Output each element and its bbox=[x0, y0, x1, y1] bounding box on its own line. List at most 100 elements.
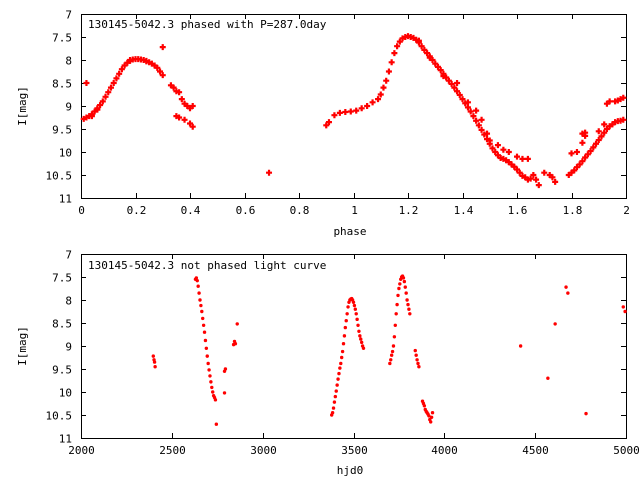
data-point bbox=[205, 354, 209, 358]
data-point bbox=[494, 142, 501, 149]
data-point bbox=[339, 361, 343, 366]
data-point bbox=[189, 123, 196, 130]
data-point bbox=[355, 317, 359, 322]
data-point bbox=[118, 66, 125, 73]
data-point bbox=[489, 145, 496, 152]
data-point bbox=[335, 383, 339, 387]
data-point bbox=[430, 411, 435, 415]
data-point bbox=[533, 176, 540, 183]
data-point bbox=[339, 355, 344, 360]
data-point bbox=[222, 391, 227, 395]
data-point bbox=[448, 80, 455, 87]
data-point bbox=[429, 415, 434, 419]
x-ticks: 0 0.2 0.4 0.6 0.8 1 1.2 1.4 1.6 1.8 2 bbox=[78, 14, 630, 217]
data-point bbox=[344, 319, 348, 323]
data-point bbox=[88, 113, 95, 120]
data-point bbox=[343, 325, 348, 330]
data-point bbox=[478, 116, 485, 123]
data-point bbox=[351, 300, 356, 304]
data-point bbox=[345, 312, 349, 316]
x-tick-label: 5000 bbox=[613, 444, 640, 457]
data-point bbox=[395, 302, 399, 307]
data-point bbox=[347, 108, 354, 115]
data-point bbox=[369, 99, 376, 106]
y-tick-label: 8.5 bbox=[52, 78, 72, 91]
data-point bbox=[176, 114, 183, 121]
data-point bbox=[524, 155, 531, 162]
data-point bbox=[484, 130, 491, 137]
data-point bbox=[198, 298, 202, 302]
data-point bbox=[426, 54, 433, 61]
data-point bbox=[621, 305, 625, 309]
x-tick-label: 0 bbox=[78, 204, 85, 217]
data-point bbox=[340, 349, 345, 354]
x-tick-label: 0.2 bbox=[127, 204, 147, 217]
data-point bbox=[388, 59, 395, 66]
data-point bbox=[552, 178, 559, 185]
data-point bbox=[201, 323, 206, 327]
data-point bbox=[429, 420, 433, 424]
data-point bbox=[427, 414, 431, 418]
y-tick-label: 7.5 bbox=[52, 272, 72, 285]
data-point bbox=[584, 151, 591, 158]
data-point bbox=[195, 278, 199, 283]
data-point bbox=[375, 96, 382, 103]
data-point bbox=[154, 64, 161, 71]
y-tick-label: 10.5 bbox=[46, 170, 73, 183]
data-point bbox=[456, 91, 463, 98]
x-tick-label: 1.8 bbox=[563, 204, 583, 217]
data-points bbox=[151, 274, 627, 426]
data-point bbox=[113, 75, 120, 82]
data-point bbox=[385, 68, 392, 75]
y-tick-label: 11 bbox=[59, 193, 72, 206]
data-point bbox=[200, 309, 204, 314]
data-point bbox=[330, 411, 335, 415]
data-point bbox=[331, 112, 338, 119]
data-point bbox=[417, 365, 421, 369]
data-point bbox=[394, 43, 401, 50]
data-point bbox=[202, 330, 207, 334]
data-point bbox=[105, 89, 112, 96]
data-point bbox=[204, 346, 209, 350]
x-tick-label: 3500 bbox=[341, 444, 368, 457]
y-tick-label: 11 bbox=[59, 433, 72, 446]
x-axis-label: hjd0 bbox=[337, 464, 364, 477]
data-point bbox=[514, 153, 520, 160]
data-point bbox=[214, 422, 219, 426]
data-point bbox=[333, 394, 338, 399]
data-point bbox=[394, 312, 398, 316]
data-point bbox=[389, 358, 393, 362]
data-point bbox=[110, 80, 117, 86]
data-point bbox=[342, 108, 349, 115]
data-point bbox=[211, 390, 215, 394]
data-point bbox=[342, 334, 347, 338]
y-tick-label: 7 bbox=[65, 249, 72, 262]
data-point bbox=[396, 293, 400, 298]
data-point bbox=[359, 340, 364, 345]
data-point bbox=[97, 102, 104, 109]
data-point bbox=[434, 63, 441, 70]
data-point bbox=[209, 380, 213, 384]
x-tick-label: 0.6 bbox=[236, 204, 256, 217]
data-point bbox=[440, 73, 447, 80]
data-point bbox=[357, 329, 361, 333]
data-point bbox=[584, 411, 588, 416]
data-point bbox=[157, 68, 164, 75]
y-axis-label: I[mag] bbox=[16, 86, 29, 126]
x-tick-label: 1.4 bbox=[454, 204, 474, 217]
data-point bbox=[579, 139, 586, 146]
data-point bbox=[518, 344, 523, 348]
x-axis-label: phase bbox=[333, 225, 366, 238]
data-point bbox=[421, 46, 428, 53]
data-point bbox=[406, 302, 410, 307]
data-point bbox=[564, 285, 568, 289]
data-point bbox=[337, 371, 341, 376]
data-point bbox=[94, 106, 101, 113]
data-point bbox=[519, 155, 526, 162]
x-tick-label: 2000 bbox=[68, 444, 95, 457]
data-point bbox=[595, 128, 602, 135]
data-point bbox=[207, 368, 211, 372]
data-point bbox=[402, 279, 407, 284]
data-point bbox=[181, 116, 188, 123]
